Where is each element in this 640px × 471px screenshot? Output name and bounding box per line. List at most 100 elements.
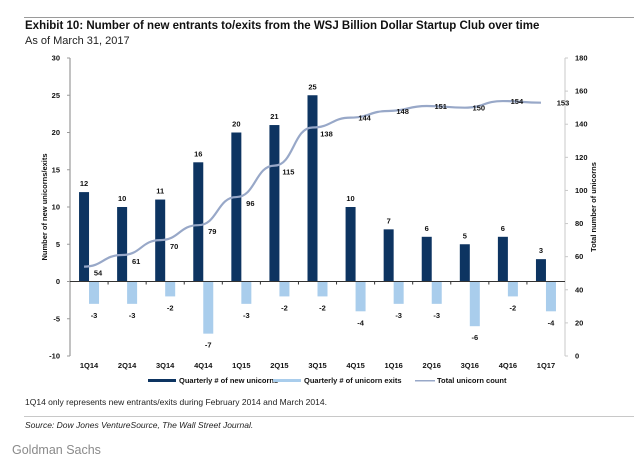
left-tick-label: 5: [56, 240, 60, 249]
chart-subtitle: As of March 31, 2017: [25, 35, 130, 47]
bar-new-unicorns: [117, 207, 128, 282]
left-axis-title: Number of new unicorns/exits: [40, 153, 49, 260]
data-label-exits: -4: [357, 318, 364, 327]
x-tick-label: 4Q15: [346, 361, 364, 370]
right-tick-label: 100: [575, 186, 588, 195]
right-tick-label: 120: [575, 153, 588, 162]
legend: Quarterly # of new unicorns Quarterly # …: [148, 376, 507, 385]
data-label-total: 79: [208, 227, 216, 236]
data-label-new-unicorns: 7: [387, 216, 391, 225]
data-label-new-unicorns: 3: [539, 246, 543, 255]
bar-new-unicorns: [231, 132, 242, 282]
data-label-new-unicorns: 6: [501, 224, 505, 233]
data-label-total: 115: [282, 168, 294, 177]
data-label-exits: -2: [319, 303, 326, 312]
x-tick-label: 1Q17: [537, 361, 555, 370]
bar-exits: [89, 281, 100, 304]
data-label-exits: -3: [129, 311, 136, 320]
left-tick-label: 10: [52, 203, 60, 212]
data-label-exits: -3: [243, 311, 250, 320]
bar-exits: [165, 281, 176, 297]
bars-group: [79, 95, 556, 334]
bar-exits: [469, 281, 480, 327]
data-label-total: 144: [358, 114, 371, 123]
data-label-new-unicorns: 6: [425, 224, 429, 233]
bar-new-unicorns: [421, 236, 432, 282]
x-tick-label: 2Q16: [423, 361, 441, 370]
bar-exits: [393, 281, 404, 304]
data-label-exits: -7: [205, 341, 212, 350]
bar-exits: [279, 281, 290, 297]
data-label-exits: -2: [167, 303, 174, 312]
data-label-total: 151: [434, 102, 447, 111]
data-label-new-unicorns: 10: [118, 194, 126, 203]
chart-title: Exhibit 10: Number of new entrants to/ex…: [25, 20, 540, 32]
footnote: 1Q14 only represents new entrants/exits …: [25, 397, 327, 407]
data-label-exits: -4: [548, 318, 555, 327]
data-label-total: 153: [557, 99, 570, 108]
right-tick-label: 160: [575, 87, 588, 96]
data-label-exits: -3: [395, 311, 402, 320]
right-tick-label: 20: [575, 318, 583, 327]
data-label-total: 148: [396, 107, 409, 116]
x-tick-label: 3Q15: [308, 361, 326, 370]
bar-exits: [545, 281, 556, 312]
left-tick-label: 15: [52, 165, 60, 174]
x-tick-label: 1Q14: [80, 361, 99, 370]
right-tick-label: 140: [575, 120, 588, 129]
data-label-total: 138: [320, 130, 333, 139]
data-label-total: 154: [511, 97, 524, 106]
left-tick-label: -5: [53, 314, 60, 323]
data-label-new-unicorns: 21: [270, 112, 278, 121]
left-tick-label: 30: [52, 54, 60, 63]
left-y-axis: -10 -5 0 5 10 15 20 25 30: [49, 54, 71, 361]
total-unicorn-line: [84, 99, 541, 268]
right-tick-label: 180: [575, 54, 588, 63]
bar-exits: [203, 281, 214, 334]
source-rule: [24, 416, 634, 417]
legend-label-total: Total unicorn count: [437, 376, 507, 385]
total-line-group: [84, 99, 541, 268]
data-label-total: 61: [132, 257, 140, 266]
brand-logo-text: Goldman Sachs: [12, 443, 101, 457]
data-label-total: 150: [473, 104, 486, 113]
data-label-exits: -2: [281, 303, 288, 312]
right-axis-title: Total number of unicorns: [589, 162, 598, 252]
x-tick-label: 2Q15: [270, 361, 288, 370]
bar-new-unicorns: [459, 244, 470, 282]
legend-swatch-new-unicorns: [148, 379, 176, 382]
data-label-new-unicorns: 25: [308, 82, 316, 91]
x-tick-label: 4Q14: [194, 361, 213, 370]
x-tick-label: 3Q16: [461, 361, 479, 370]
bar-new-unicorns: [193, 162, 204, 282]
bar-new-unicorns: [383, 229, 394, 282]
left-tick-label: -10: [49, 352, 60, 361]
legend-swatch-exits: [273, 379, 301, 382]
x-tick-label: 1Q16: [384, 361, 402, 370]
top-rule: [24, 17, 634, 18]
left-tick-label: 0: [56, 277, 60, 286]
bar-new-unicorns: [497, 236, 508, 282]
data-label-total: 96: [246, 199, 254, 208]
bar-exits: [241, 281, 252, 304]
chart-svg: -10 -5 0 5 10 15 20 25 30 0 20 40 60 80 100 120 140 160 1…: [40, 54, 598, 386]
right-tick-label: 0: [575, 352, 579, 361]
data-label-new-unicorns: 12: [80, 179, 88, 188]
data-label-new-unicorns: 10: [346, 194, 354, 203]
bar-new-unicorns: [307, 95, 318, 282]
left-tick-label: 20: [52, 128, 60, 137]
right-tick-label: 40: [575, 285, 583, 294]
bar-exits: [127, 281, 138, 304]
left-tick-label: 25: [52, 91, 60, 100]
data-label-exits: -2: [510, 303, 517, 312]
data-label-new-unicorns: 5: [463, 231, 467, 240]
bar-exits: [355, 281, 366, 312]
right-tick-label: 60: [575, 252, 583, 261]
bar-exits: [317, 281, 328, 297]
bar-exits: [431, 281, 442, 304]
legend-swatch-total: [415, 380, 435, 382]
x-tick-label: 1Q15: [232, 361, 250, 370]
x-tick-label: 3Q14: [156, 361, 175, 370]
right-tick-label: 80: [575, 219, 583, 228]
bar-exits: [507, 281, 518, 297]
